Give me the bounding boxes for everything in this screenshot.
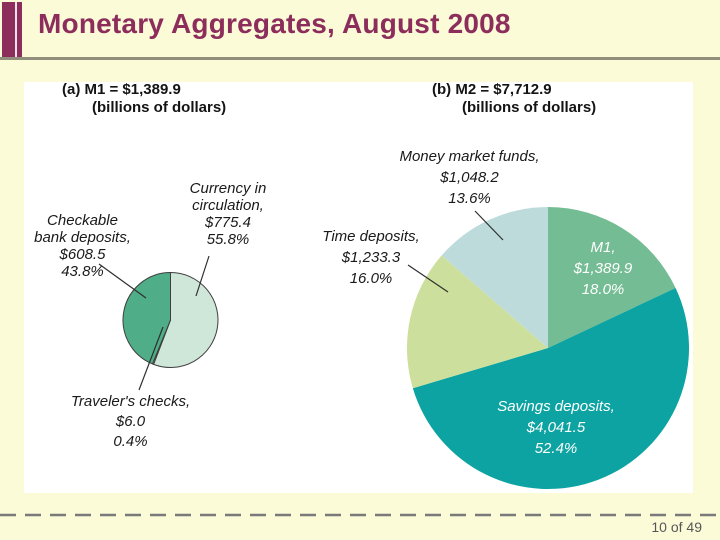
pie-slice-checkable-bank-deposits [122, 272, 171, 365]
label-line: 18.0% [581, 281, 625, 298]
label-line: circulation, [192, 197, 264, 214]
label-line: $608.5 [59, 246, 106, 263]
label-line: M1, [590, 239, 616, 256]
chart-b-subtitle: (billions of dollars) [462, 99, 597, 116]
pie-slice-savings-deposits [412, 287, 689, 489]
label-line: $4,041.5 [526, 419, 586, 436]
label-savings-deposits: Savings deposits, $4,041.5 52.4% [476, 396, 636, 459]
chart-a-title: (a) M1 = $1,389.9 [62, 81, 181, 98]
label-line: $1,048.2 [440, 169, 499, 186]
leader-line-currency [195, 255, 210, 297]
label-line: $1,233.3 [341, 249, 401, 266]
title-underline [0, 57, 720, 60]
pie-slice-money-market-funds [441, 207, 548, 348]
chart-a-subtitle: (billions of dollars) [92, 99, 227, 116]
title-accent-bar [2, 2, 22, 57]
label-line: Money market funds, [399, 148, 540, 165]
accent-bar-highlight [15, 2, 17, 57]
label-checkable-bank-deposits: Checkable bank deposits, $608.5 43.8% [20, 212, 145, 280]
chart-b-header: (b) M2 = $7,712.9 (billions of dollars) [432, 81, 596, 117]
label-line: $1,389.9 [573, 260, 633, 277]
label-line: $6.0 [115, 413, 146, 430]
label-m1-slice: M1, $1,389.9 18.0% [528, 237, 678, 300]
label-line: 52.4% [534, 440, 578, 457]
label-line: 55.8% [206, 231, 250, 248]
label-currency-in-circulation: Currency in circulation, $775.4 55.8% [163, 180, 293, 248]
page-title: Monetary Aggregates, August 2008 [38, 8, 511, 39]
chart-b-title: (b) M2 = $7,712.9 [432, 81, 552, 98]
label-money-market-funds: Money market funds, $1,048.2 13.6% [387, 146, 552, 209]
leader-line-travelers-checks [138, 326, 164, 391]
leader-line-checkable-deposits [98, 263, 147, 299]
pie-slice-currency-in-circulation [153, 272, 219, 368]
pie-chart-m1 [122, 272, 219, 368]
pie-slice-m1 [548, 207, 676, 348]
label-line: Currency in [189, 180, 267, 197]
leader-line-money-market-funds [474, 210, 504, 241]
page-indicator: 10 of 49 [651, 519, 702, 535]
label-time-deposits: Time deposits, $1,233.3 16.0% [296, 226, 446, 289]
label-line: Traveler's checks, [70, 393, 191, 410]
leader-line-time-deposits [407, 264, 449, 293]
label-line: 43.8% [61, 263, 104, 280]
chart-a-header: (a) M1 = $1,389.9 (billions of dollars) [62, 81, 226, 117]
label-line: bank deposits, [34, 229, 131, 246]
label-line: Time deposits, [322, 228, 420, 245]
label-line: 16.0% [349, 270, 393, 287]
label-line: 13.6% [448, 190, 491, 207]
label-travelers-checks: Traveler's checks, $6.0 0.4% [58, 392, 203, 452]
label-line: 0.4% [113, 433, 148, 450]
label-line: Savings deposits, [497, 398, 615, 415]
label-line: $775.4 [205, 214, 251, 231]
label-line: Checkable [47, 212, 118, 229]
